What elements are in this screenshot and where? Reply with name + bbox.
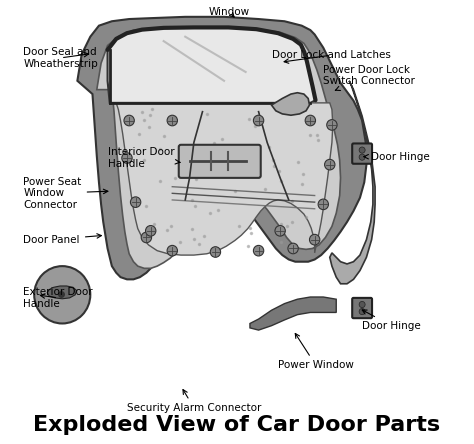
Circle shape <box>359 147 365 153</box>
FancyBboxPatch shape <box>352 298 372 318</box>
Text: Door Seal and
Wheatherstrip: Door Seal and Wheatherstrip <box>23 47 98 69</box>
Circle shape <box>167 115 177 126</box>
Circle shape <box>275 226 285 236</box>
Text: Exterior Door
Handle: Exterior Door Handle <box>23 287 93 309</box>
Circle shape <box>325 159 335 170</box>
Polygon shape <box>116 103 333 255</box>
Text: Door Hinge: Door Hinge <box>364 152 429 162</box>
Text: Interior Door
Handle: Interior Door Handle <box>108 147 180 169</box>
Circle shape <box>318 199 328 210</box>
Text: Door Lock and Latches: Door Lock and Latches <box>272 50 391 63</box>
Circle shape <box>141 232 152 243</box>
Text: Power Seat
Window
Connector: Power Seat Window Connector <box>23 177 108 210</box>
Polygon shape <box>330 81 375 284</box>
Polygon shape <box>47 286 76 299</box>
Circle shape <box>359 309 365 315</box>
Circle shape <box>130 197 141 207</box>
Circle shape <box>210 247 220 257</box>
Circle shape <box>146 226 156 236</box>
Circle shape <box>34 266 91 324</box>
Text: Window: Window <box>209 8 250 17</box>
Circle shape <box>327 119 337 130</box>
Polygon shape <box>77 17 366 279</box>
Text: Power Window: Power Window <box>278 333 354 370</box>
Circle shape <box>254 246 264 256</box>
Circle shape <box>254 115 264 126</box>
Polygon shape <box>250 297 336 330</box>
Circle shape <box>167 246 177 256</box>
Circle shape <box>122 153 132 163</box>
Polygon shape <box>108 28 316 103</box>
FancyBboxPatch shape <box>352 143 372 164</box>
Circle shape <box>310 234 320 245</box>
Text: Exploded View of Car Door Parts: Exploded View of Car Door Parts <box>34 415 440 435</box>
Text: Door Hinge: Door Hinge <box>362 310 421 331</box>
Circle shape <box>124 115 134 126</box>
Circle shape <box>359 301 365 308</box>
Polygon shape <box>272 93 310 115</box>
FancyBboxPatch shape <box>179 145 261 178</box>
Circle shape <box>288 243 298 254</box>
Polygon shape <box>97 27 340 268</box>
Circle shape <box>305 115 316 126</box>
Text: Door Panel: Door Panel <box>23 234 101 245</box>
Circle shape <box>359 154 365 160</box>
Text: Security Alarm Connector: Security Alarm Connector <box>127 389 261 413</box>
Text: Power Door Lock
Switch Connector: Power Door Lock Switch Connector <box>323 65 415 91</box>
